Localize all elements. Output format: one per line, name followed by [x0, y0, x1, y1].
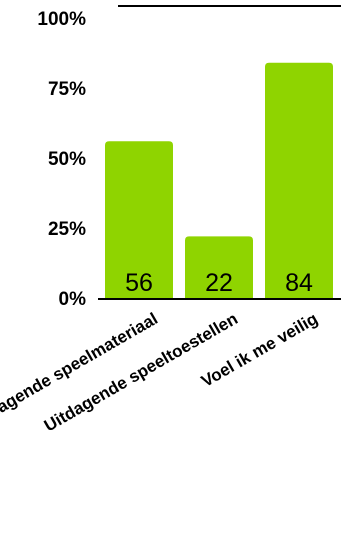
data-label: 22 — [205, 269, 233, 297]
y-tick-label: 25% — [48, 219, 86, 240]
y-tick-label: 75% — [48, 79, 86, 100]
y-tick-label: 50% — [48, 149, 86, 170]
bar — [105, 141, 173, 298]
data-label: 56 — [125, 269, 153, 297]
y-tick-label: 0% — [59, 289, 87, 310]
data-label: 84 — [285, 269, 313, 297]
bar — [265, 62, 333, 298]
y-axis-ticks: 0% 25% 50% 75% 100% — [37, 9, 86, 310]
bar — [185, 236, 253, 298]
y-tick-label: 100% — [37, 9, 86, 30]
data-labels: 56 22 84 — [125, 269, 313, 297]
bars — [105, 62, 333, 298]
